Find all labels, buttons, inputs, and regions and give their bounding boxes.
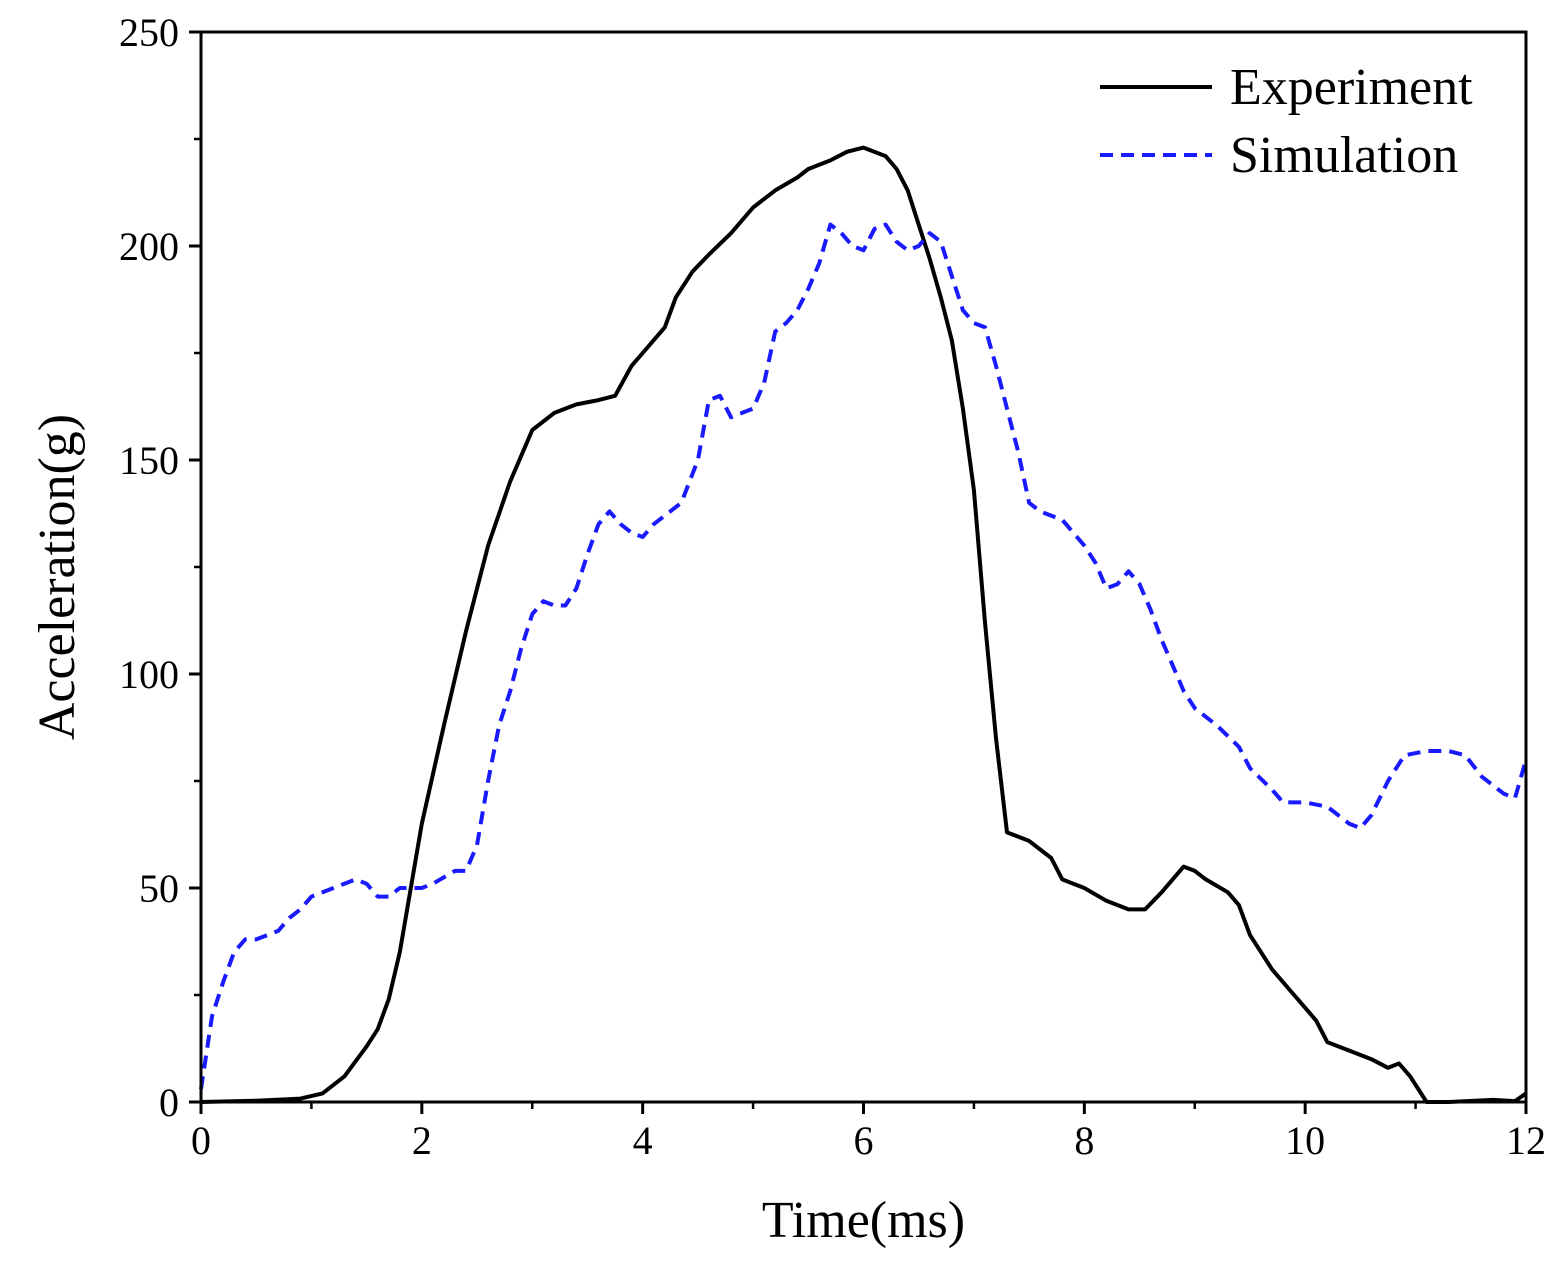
axis-ticks — [189, 30, 1528, 1114]
x-tick-label: 8 — [1074, 1118, 1094, 1163]
x-tick-label: 12 — [1506, 1118, 1546, 1163]
y-tick-label: 50 — [139, 866, 179, 911]
x-tick-label: 6 — [854, 1118, 874, 1163]
y-tick-label: 100 — [119, 652, 179, 697]
tick-labels: 0 2 4 6 8 10 12 0 50 100 150 200 250 — [119, 10, 1546, 1163]
y-tick-label: 200 — [119, 224, 179, 269]
series-line-experiment — [200, 145, 1528, 1104]
y-tick-label: 150 — [119, 438, 179, 483]
x-axis-title: Time(ms) — [762, 1192, 965, 1249]
x-tick-label: 10 — [1285, 1118, 1325, 1163]
plot-series — [199, 145, 1528, 1104]
legend-label-experiment: Experiment — [1230, 59, 1473, 116]
series-line-simulation — [199, 222, 1528, 1090]
x-tick-label: 0 — [191, 1118, 211, 1163]
y-axis-title: Acceleration(g) — [29, 414, 86, 740]
x-tick-label: 4 — [633, 1118, 653, 1163]
y-tick-label: 250 — [119, 10, 179, 55]
legend-label-simulation: Simulation — [1230, 127, 1458, 184]
y-tick-label: 0 — [159, 1080, 179, 1125]
legend: Experiment Simulation — [1100, 59, 1473, 184]
x-tick-label: 2 — [412, 1118, 432, 1163]
